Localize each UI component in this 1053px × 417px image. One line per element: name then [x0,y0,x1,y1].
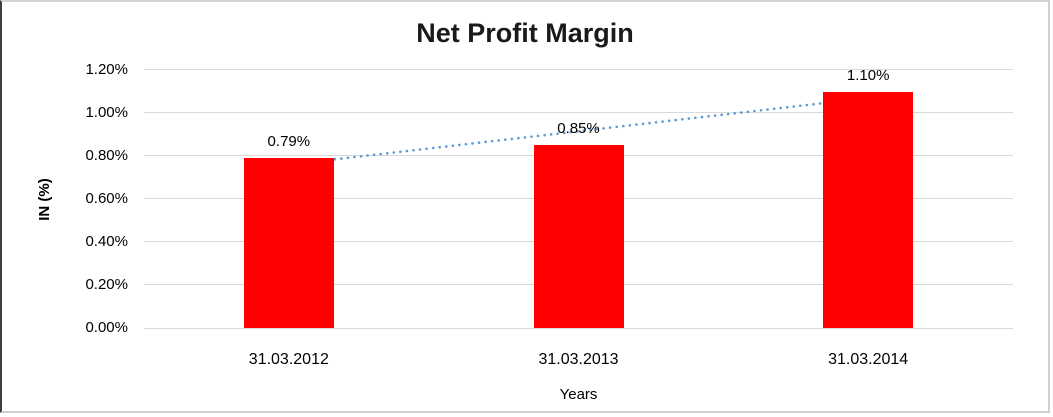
x-tick-label: 31.03.2014 [828,351,909,368]
y-axis-tick-labels: 0.00% 0.20% 0.40% 0.60% 0.80% 1.00% 1.20% [2,61,128,336]
x-axis-title: Years [559,386,598,403]
x-tick-label: 31.03.2013 [538,351,619,368]
x-axis-tick-labels: 31.03.2012 31.03.2013 31.03.2014 [144,351,1013,371]
bar [243,158,334,328]
bar-data-label: 1.10% [846,66,890,84]
bar-data-label: 0.85% [557,120,600,138]
gridline [144,328,1013,329]
plot-area: 0.79% 0.85% 1.10% [144,66,1013,329]
y-tick-label: 0.80% [85,147,128,164]
bar [823,91,914,328]
y-tick-label: 1.20% [85,61,128,78]
y-tick-label: 0.00% [85,319,128,336]
x-tick-label: 31.03.2012 [248,351,329,368]
trendline [287,96,870,166]
trendline-path [287,96,870,166]
chart-title: Net Profit Margin [416,18,634,48]
bar [533,145,624,328]
y-tick-label: 0.20% [85,276,128,293]
gridline [144,69,1013,70]
y-tick-label: 0.40% [85,233,128,250]
bar-data-label: 0.79% [267,133,311,151]
y-tick-label: 1.00% [85,104,128,121]
gridline [144,112,1013,113]
y-tick-label: 0.60% [85,190,128,207]
